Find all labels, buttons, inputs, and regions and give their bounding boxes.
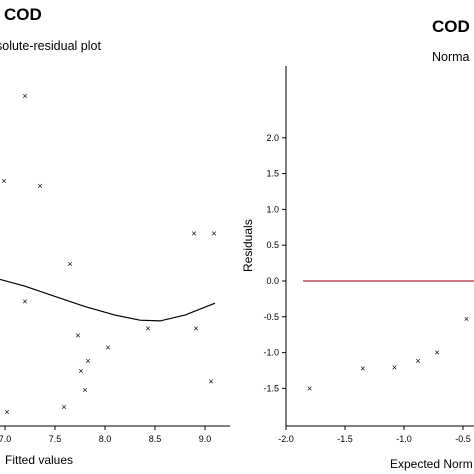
left-chart-subtitle: solute-residual plot xyxy=(0,39,101,53)
left-x-tick-label: 9.0 xyxy=(199,434,212,444)
left-x-tick-label: 7.0 xyxy=(0,434,11,444)
left-point-marker: × xyxy=(145,324,150,334)
right-point-marker: × xyxy=(416,356,421,366)
right-reference-lines xyxy=(303,280,474,282)
right-x-tick-label: -1.0 xyxy=(396,434,412,444)
left-x-tick-label: 8.0 xyxy=(99,434,112,444)
right-chart-title: COD xyxy=(432,17,470,36)
right-chart-subtitle: Norma xyxy=(432,50,470,64)
left-point-marker: × xyxy=(22,297,27,307)
left-chart-title: COD xyxy=(4,5,42,24)
left-point-marker: × xyxy=(37,181,42,191)
right-y-axis-label: Residuals xyxy=(241,219,255,272)
left-x-ticks: 7.0 7.5 8.0 8.5 9.0 xyxy=(0,426,211,444)
right-y-tick-label: -0.5 xyxy=(263,312,279,322)
left-point-marker: × xyxy=(211,229,216,239)
right-y-tick-label: -1.0 xyxy=(263,348,279,358)
left-point-marker: × xyxy=(22,91,27,101)
right-points: ××××××××× xyxy=(307,314,469,393)
right-y-tick-label: 0.0 xyxy=(266,276,279,286)
left-point-marker: × xyxy=(78,366,83,376)
left-x-tick-label: 8.5 xyxy=(149,434,162,444)
right-x-ticks: -2.0-1.5-1.0-0.50.0 xyxy=(278,426,471,444)
right-y-tick-label: 2.0 xyxy=(266,133,279,143)
left-point-marker: × xyxy=(1,176,6,186)
left-x-tick-label: 7.5 xyxy=(49,434,62,444)
left-point-marker: × xyxy=(75,331,80,341)
right-chart: 2.0 1.5 1.0 0.5 0.0 -0.5 -1.0 -1.5 -2.0 -1.5 -1.0… xyxy=(241,66,474,471)
left-smooth-curve xyxy=(0,278,216,322)
right-y-tick-label: 1.0 xyxy=(266,204,279,214)
right-x-axis-label: Expected Norm xyxy=(390,457,473,471)
left-point-marker: × xyxy=(67,259,72,269)
left-point-marker: × xyxy=(61,402,66,412)
right-y-tick-label: 0.5 xyxy=(266,240,279,250)
left-point-marker: × xyxy=(82,385,87,395)
left-point-marker: × xyxy=(191,229,196,239)
left-point-marker: × xyxy=(193,324,198,334)
right-x-tick-label: -1.5 xyxy=(337,434,353,444)
right-x-tick-label: -2.0 xyxy=(278,434,294,444)
left-chart: 7.0 7.5 8.0 8.5 9.0 ×××× ×××× ××××××××× Fitted… xyxy=(0,91,230,467)
right-point-marker: × xyxy=(360,363,365,373)
right-y-ticks: 2.0 1.5 1.0 0.5 0.0 -0.5 -1.0 -1.5 xyxy=(263,133,286,393)
right-point-marker: × xyxy=(392,363,397,373)
left-points: ×××× ×××× ××××××××× xyxy=(1,91,216,417)
left-point-marker: × xyxy=(85,356,90,366)
left-point-marker: × xyxy=(4,407,9,417)
right-point-marker: × xyxy=(464,314,469,324)
right-y-tick-label: 1.5 xyxy=(266,169,279,179)
left-smooth-line xyxy=(0,278,216,322)
right-x-tick-label: -0.5 xyxy=(455,434,471,444)
left-x-axis-label: Fitted values xyxy=(5,453,73,467)
right-point-marker: × xyxy=(434,348,439,358)
right-point-marker: × xyxy=(307,383,312,393)
right-y-tick-label: -1.5 xyxy=(263,383,279,393)
left-point-marker: × xyxy=(105,342,110,352)
left-point-marker: × xyxy=(208,376,213,386)
